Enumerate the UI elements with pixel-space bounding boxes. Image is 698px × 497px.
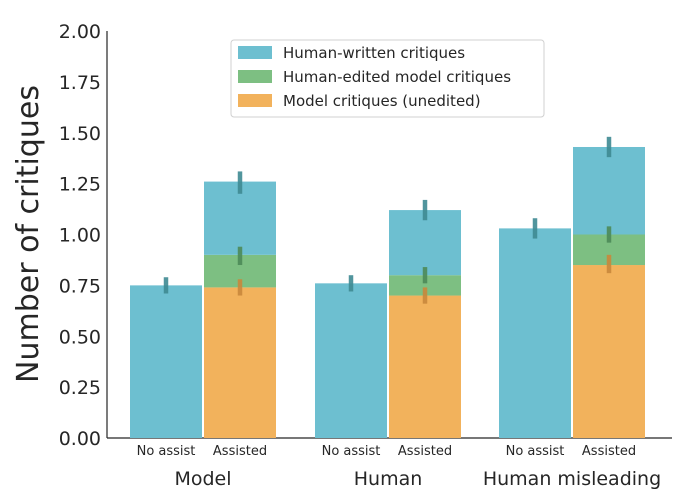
- condition-label: Assisted: [582, 444, 636, 459]
- group-label: Human misleading: [483, 468, 661, 490]
- axes: 0.00 0.25 0.50 0.75 1.00 1.25 1.50 1.75 2.00: [59, 21, 672, 450]
- bar-segment: [389, 210, 461, 276]
- condition-label: No assist: [506, 444, 565, 459]
- y-tick-label: 0.50: [59, 326, 101, 348]
- y-tick-label: 1.25: [59, 174, 101, 196]
- condition-label: No assist: [322, 444, 381, 459]
- condition-label: Assisted: [213, 444, 267, 459]
- group-label: Model: [174, 468, 231, 490]
- legend-entry: Human-edited model critiques: [283, 68, 511, 86]
- legend-box: [230, 39, 545, 118]
- bar-segment: [315, 283, 387, 438]
- y-tick-label: 1.00: [59, 225, 101, 247]
- y-tick-label: 1.50: [59, 123, 101, 145]
- x-axis-labels: No assist Assisted Model No assist Assisted H…: [137, 444, 662, 490]
- y-tick-label: 0.00: [59, 428, 101, 450]
- legend-swatch: [238, 94, 272, 107]
- legend-swatch: [238, 70, 272, 83]
- legend-swatch: [238, 46, 272, 59]
- bar-segment: [389, 275, 461, 296]
- error-bars: [163, 136, 612, 304]
- bar-segment: [573, 146, 645, 235]
- legend: Human-written critiques Human-edited mode…: [230, 39, 545, 118]
- y-tick-label: 0.25: [59, 377, 101, 399]
- condition-label: Assisted: [398, 444, 452, 459]
- bars: [130, 146, 645, 438]
- group-label: Human: [354, 468, 423, 490]
- y-axis-label: Number of critiques: [11, 85, 46, 383]
- y-tick-label: 1.75: [59, 72, 101, 94]
- legend-entry: Model critiques (unedited): [283, 92, 481, 110]
- bar-segment: [573, 265, 645, 438]
- bar-segment: [499, 228, 571, 438]
- legend-entry: Human-written critiques: [283, 44, 465, 62]
- bar-segment: [389, 295, 461, 438]
- y-tick-label: 2.00: [59, 21, 101, 43]
- y-tick-label: 0.75: [59, 275, 101, 297]
- bar-segment: [130, 285, 202, 438]
- condition-label: No assist: [137, 444, 196, 459]
- bar-segment: [204, 287, 276, 438]
